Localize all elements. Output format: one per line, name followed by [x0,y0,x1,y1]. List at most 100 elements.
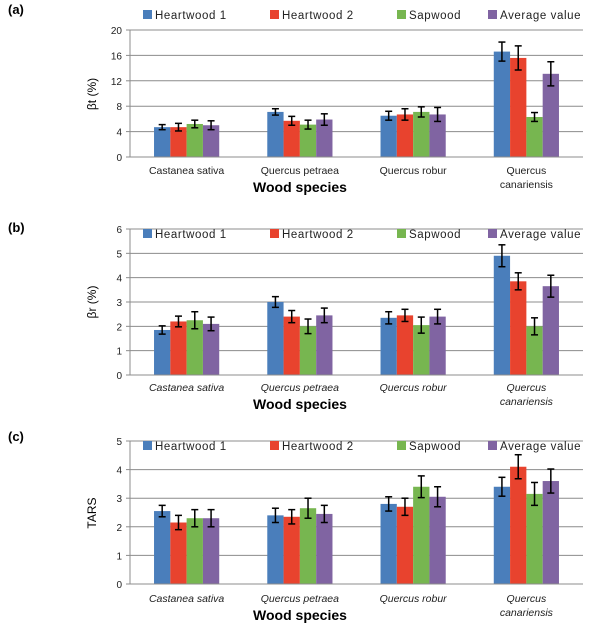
legend-label: Heartwood 1 [155,10,227,22]
bar [510,466,527,584]
legend-swatch [143,229,152,238]
y-tick-label: 8 [116,102,122,113]
legend-label: Average value [500,229,581,241]
bar [380,115,397,157]
legend-label: Heartwood 1 [155,441,227,453]
chart-panel-c: (c) 0 1 2 3 4 5 TARS Castanea sativa Quercus petr… [8,429,583,623]
bar [186,320,203,375]
bar [526,493,543,584]
bar [170,522,187,584]
y-tick-label: 2 [116,523,122,534]
legend-label: Heartwood 2 [282,441,354,453]
legend-label: Heartwood 1 [155,229,227,241]
bar [202,518,220,584]
y-tick-label: 3 [116,494,122,505]
bar [510,57,527,157]
legend-label: Average value [500,441,581,453]
bar [413,325,430,375]
bar [154,329,171,375]
legend-swatch [488,229,497,238]
legend-swatch [488,441,497,450]
y-tick-label: 16 [111,51,123,62]
y-tick-label: 4 [116,274,122,285]
legend-label: Heartwood 2 [282,229,354,241]
bar [283,120,300,157]
bar [316,119,333,157]
x-tick-label: Castanea sativa [149,165,224,177]
bar [299,508,317,584]
x-tick-label: canariensis [500,396,554,408]
legend-label: Average value [500,10,581,22]
x-axis-label: Wood species [253,396,347,412]
y-tick-label: 4 [116,128,122,139]
x-tick-label: Quercus robur [380,593,448,605]
bar [267,302,284,375]
y-tick-label: 2 [116,322,122,333]
y-tick-label: 6 [116,225,122,236]
bar [429,496,446,584]
x-tick-label: Quercus [507,165,547,177]
bar [186,518,203,584]
legend: Heartwood 1 Heartwood 2 Sapwood Average val… [143,10,581,22]
bar [202,323,220,375]
legend: Heartwood 1 Heartwood 2 Sapwood Average val… [143,229,581,241]
x-tick-label: Quercus robur [380,382,448,394]
x-tick-label: Quercus petraea [261,382,339,394]
x-axis-label: Wood species [253,179,347,195]
x-tick-label: Quercus robur [380,165,448,177]
bar [299,124,317,157]
legend-swatch [397,441,406,450]
bar [202,125,220,157]
bar [396,506,414,584]
panel-label: (a) [8,2,24,17]
bar [154,127,171,157]
y-tick-label: 4 [116,466,122,477]
legend-swatch [488,10,497,19]
bar [380,503,397,584]
bar [267,515,284,584]
x-tick-label: Quercus [507,382,547,394]
bar [283,316,300,375]
y-tick-label: 3 [116,298,122,309]
chart-panel-b: (b) 0 1 2 3 4 5 6 βr (%) Castanea sativa Quercus p… [8,220,583,412]
panel-label: (b) [8,220,25,235]
bar [396,114,414,157]
bar [526,116,543,157]
bar [413,111,430,157]
bar [380,317,397,375]
x-tick-label: Castanea sativa [149,593,224,605]
bar [170,127,187,157]
bar [316,315,333,375]
x-tick-label: Quercus petraea [261,165,339,177]
y-axis-label: βt (%) [85,78,99,110]
x-axis-label: Wood species [253,607,347,623]
bar [154,511,171,584]
bar [429,114,446,157]
legend-label: Sapwood [409,10,461,22]
y-tick-label: 5 [116,249,122,260]
bar [316,513,333,584]
bar [542,286,559,375]
legend-label: Sapwood [409,441,461,453]
y-tick-label: 0 [116,371,122,382]
x-tick-label: canariensis [500,607,554,619]
legend: Heartwood 1 Heartwood 2 Sapwood Average val… [143,441,581,453]
legend-swatch [270,10,279,19]
bar [170,321,187,375]
y-tick-label: 1 [116,347,122,358]
legend-swatch [270,441,279,450]
y-axis-label: TARS [85,497,99,528]
bar [493,255,511,375]
bar [299,326,317,375]
bar [526,326,543,375]
y-tick-label: 5 [116,437,122,448]
x-tick-label: Castanea sativa [149,382,224,394]
legend-label: Sapwood [409,229,461,241]
y-axis-label: βr (%) [85,286,99,319]
y-tick-label: 12 [111,77,123,88]
bar [396,315,414,375]
panel-label: (c) [8,429,24,444]
x-tick-label: Quercus [507,593,547,605]
